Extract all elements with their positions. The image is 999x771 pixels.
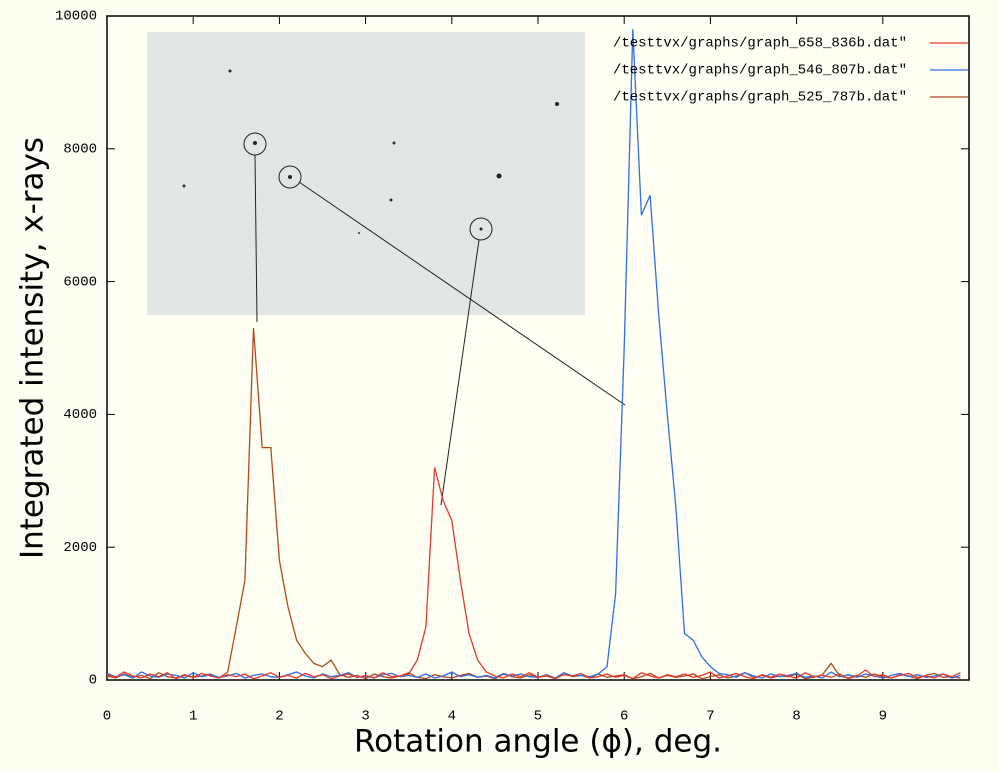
spot bbox=[392, 141, 396, 145]
x-tick-label: 3 bbox=[361, 709, 369, 725]
x-axis-label: Rotation angle (ϕ), deg. bbox=[354, 724, 722, 760]
x-tick-label: 7 bbox=[706, 709, 714, 725]
x-tick-label: 6 bbox=[620, 709, 628, 725]
x-tick-label: 8 bbox=[792, 709, 800, 725]
spot bbox=[479, 227, 483, 231]
y-tick-label: 6000 bbox=[63, 274, 97, 290]
spot bbox=[288, 175, 292, 179]
series-line bbox=[106, 467, 961, 680]
x-tick-label: 1 bbox=[189, 709, 197, 725]
spot bbox=[358, 232, 360, 234]
y-tick-label: 8000 bbox=[63, 142, 97, 158]
x-tick-label: 4 bbox=[448, 709, 456, 725]
x-tick-label: 5 bbox=[534, 709, 542, 725]
spot bbox=[253, 141, 257, 145]
x-tick-label: 0 bbox=[103, 709, 111, 725]
connector bbox=[298, 181, 626, 406]
y-tick-label: 0 bbox=[89, 673, 97, 689]
connector bbox=[254, 154, 258, 323]
legend-label: /testtvx/graphs/graph_658_836b.dat" bbox=[613, 36, 907, 52]
y-axis-label: Integrated intensity, x-rays bbox=[15, 137, 51, 559]
spot-circle bbox=[469, 217, 493, 241]
x-tick-label: 9 bbox=[879, 709, 887, 725]
spot bbox=[182, 184, 186, 188]
spot bbox=[228, 69, 232, 73]
y-tick-label: 2000 bbox=[63, 540, 97, 556]
y-tick-label: 10000 bbox=[55, 9, 97, 25]
x-tick-label: 2 bbox=[275, 709, 283, 725]
connector bbox=[440, 239, 480, 506]
spot bbox=[555, 102, 559, 106]
y-tick-label: 4000 bbox=[63, 407, 97, 423]
spot-circle bbox=[278, 165, 302, 189]
spot bbox=[389, 198, 393, 202]
spot bbox=[496, 173, 502, 179]
legend-label: /testtvx/graphs/graph_525_787b.dat" bbox=[613, 90, 907, 106]
inset-background bbox=[147, 32, 585, 315]
inset-image bbox=[147, 32, 626, 506]
legend-label: /testtvx/graphs/graph_546_807b.dat" bbox=[613, 63, 907, 79]
